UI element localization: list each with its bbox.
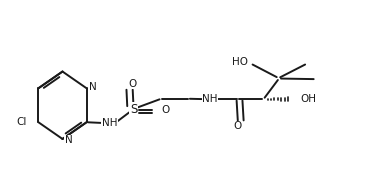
Text: NH: NH	[202, 94, 218, 104]
Text: O: O	[129, 79, 137, 89]
Text: HO: HO	[232, 57, 248, 67]
Text: O: O	[234, 122, 242, 132]
Text: NH: NH	[102, 118, 117, 128]
Text: N: N	[65, 135, 73, 145]
Text: S: S	[130, 103, 137, 116]
Text: N: N	[89, 82, 97, 92]
Text: Cl: Cl	[17, 117, 27, 127]
Text: OH: OH	[300, 94, 316, 104]
Text: O: O	[162, 105, 170, 115]
